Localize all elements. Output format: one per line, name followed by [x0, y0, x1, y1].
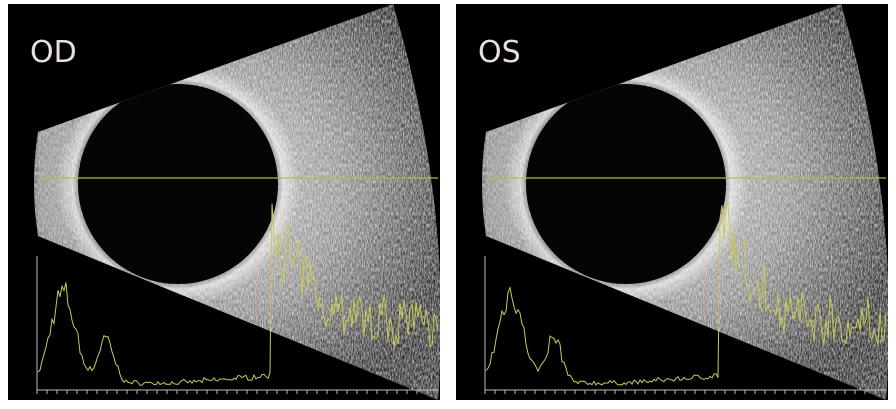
panel: OD	[8, 4, 440, 400]
panel: OS	[456, 4, 888, 400]
vitreous	[78, 84, 278, 284]
a-scan-trace	[37, 203, 439, 386]
a-scan-trace	[485, 201, 887, 386]
eye-label: OD	[30, 35, 77, 70]
eye-label: OS	[478, 35, 521, 70]
vitreous	[526, 84, 726, 284]
